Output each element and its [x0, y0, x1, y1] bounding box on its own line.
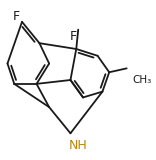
Text: F: F — [70, 30, 77, 43]
Text: F: F — [13, 10, 20, 23]
Text: CH₃: CH₃ — [132, 75, 152, 85]
Text: NH: NH — [69, 139, 88, 152]
